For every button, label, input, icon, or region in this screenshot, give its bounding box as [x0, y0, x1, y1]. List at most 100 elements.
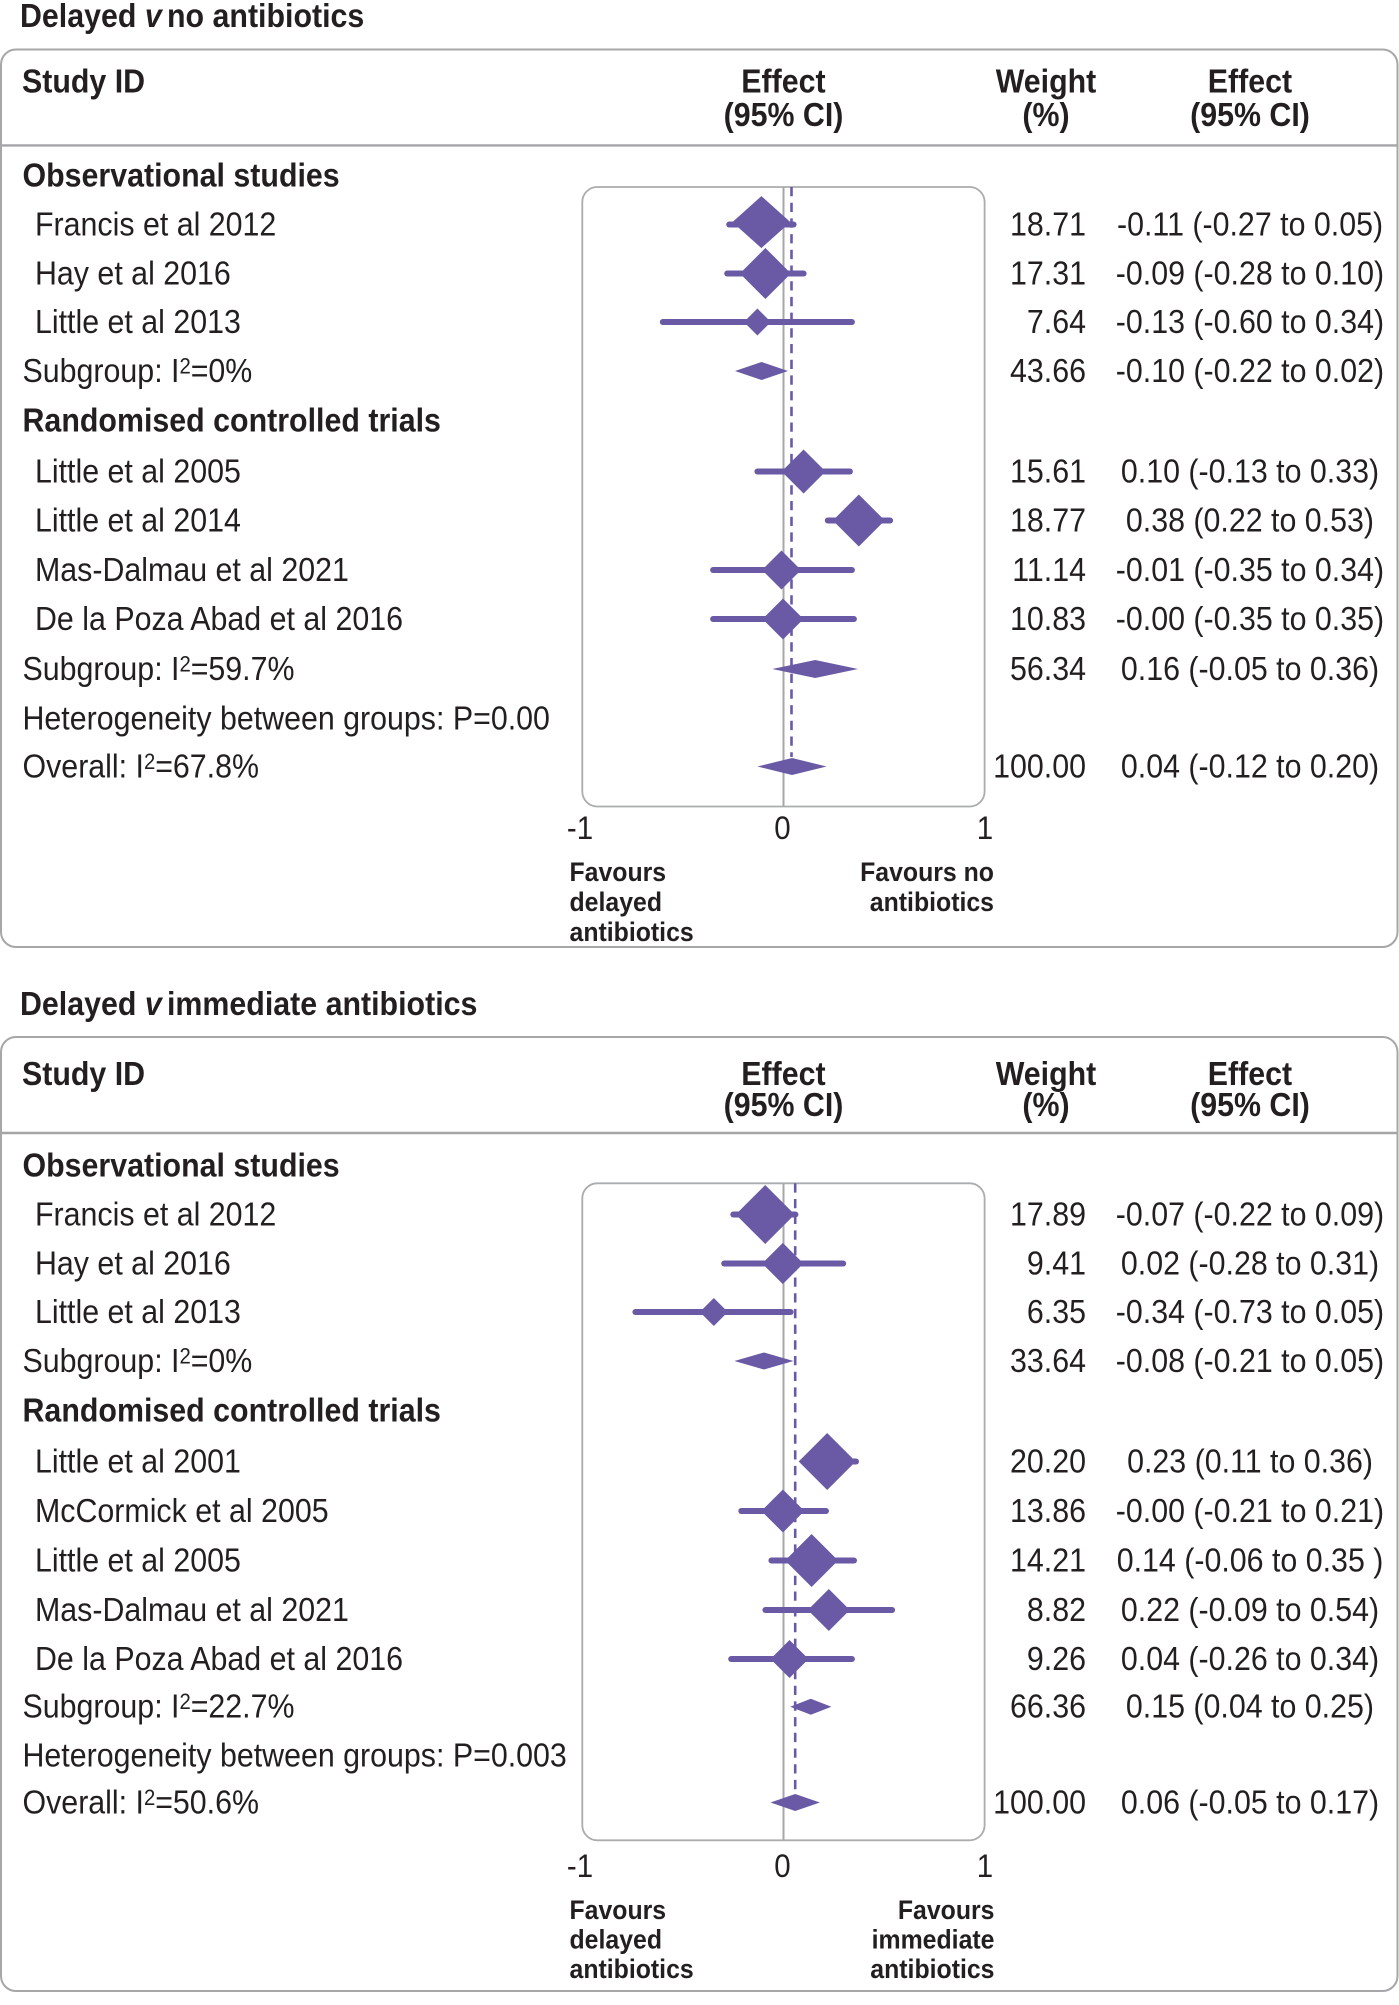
svg-text:8.82: 8.82 — [1027, 1591, 1086, 1628]
svg-text:2: 2 — [180, 651, 191, 676]
svg-text:Study ID: Study ID — [22, 63, 145, 100]
svg-text:=22.7%: =22.7% — [191, 1688, 295, 1725]
svg-text:Overall: I: Overall: I — [23, 748, 145, 785]
svg-text:immediate: immediate — [872, 1925, 995, 1955]
svg-text:Study ID: Study ID — [22, 1055, 145, 1092]
svg-text:(95% CI): (95% CI) — [1190, 96, 1310, 133]
svg-text:Hay et al 2016: Hay et al 2016 — [35, 255, 231, 292]
svg-text:antibiotics: antibiotics — [570, 917, 694, 947]
svg-text:Little et al 2005: Little et al 2005 — [35, 1542, 241, 1579]
svg-text:antibiotics: antibiotics — [870, 1954, 994, 1984]
svg-text:-0.13 (-0.60 to 0.34): -0.13 (-0.60 to 0.34) — [1116, 303, 1384, 340]
svg-text:0.10 (-0.13 to 0.33): 0.10 (-0.13 to 0.33) — [1121, 453, 1379, 490]
svg-text:9.26: 9.26 — [1027, 1640, 1086, 1677]
svg-text:17.89: 17.89 — [1010, 1196, 1086, 1233]
svg-text:Effect: Effect — [1208, 63, 1292, 100]
svg-text:6.35: 6.35 — [1027, 1293, 1086, 1330]
svg-text:1: 1 — [977, 1848, 993, 1884]
svg-text:Weight: Weight — [996, 1055, 1097, 1092]
svg-text:Favours: Favours — [570, 857, 667, 887]
svg-text:Mas-Dalmau et al 2021: Mas-Dalmau et al 2021 — [35, 1591, 349, 1628]
svg-text:(%): (%) — [1022, 1086, 1069, 1123]
svg-text:=50.6%: =50.6% — [155, 1784, 259, 1821]
svg-text:0.22 (-0.09 to 0.54): 0.22 (-0.09 to 0.54) — [1121, 1591, 1379, 1628]
svg-text:1: 1 — [977, 810, 993, 846]
svg-text:McCormick et al 2005: McCormick et al 2005 — [35, 1492, 329, 1529]
svg-text:Observational studies: Observational studies — [23, 157, 340, 194]
svg-text:Subgroup: I: Subgroup: I — [23, 650, 180, 687]
svg-text:Overall: I: Overall: I — [23, 1784, 145, 1821]
svg-text:Heterogeneity between groups:: Heterogeneity between groups: P=0.00 — [23, 700, 550, 737]
svg-text:Little et al 2014: Little et al 2014 — [35, 502, 241, 539]
svg-text:Heterogeneity between groups:: Heterogeneity between groups: P=0.003 — [23, 1737, 567, 1774]
svg-text:Favours no: Favours no — [860, 857, 994, 887]
svg-text:Observational studies: Observational studies — [23, 1147, 340, 1184]
svg-text:=0%: =0% — [191, 352, 253, 389]
svg-text:15.61: 15.61 — [1010, 453, 1086, 490]
svg-text:56.34: 56.34 — [1010, 650, 1086, 687]
svg-text:11.14: 11.14 — [1012, 551, 1086, 588]
svg-text:17.31: 17.31 — [1010, 255, 1086, 292]
svg-text:Favours: Favours — [570, 1895, 667, 1925]
svg-text:0: 0 — [774, 1848, 790, 1884]
svg-text:=0%: =0% — [191, 1342, 253, 1379]
svg-text:De la Poza Abad et al 2016: De la Poza Abad et al 2016 — [35, 600, 403, 637]
svg-text:0.14 (-0.06 to 0.35 ): 0.14 (-0.06 to 0.35 ) — [1117, 1542, 1384, 1579]
svg-text:0.23 (0.11 to 0.36): 0.23 (0.11 to 0.36) — [1127, 1443, 1373, 1480]
svg-text:Randomised controlled trials: Randomised controlled trials — [23, 401, 441, 438]
svg-text:=67.8%: =67.8% — [155, 748, 259, 785]
svg-text:100.00: 100.00 — [993, 748, 1086, 785]
svg-text:0.16 (-0.05 to 0.36): 0.16 (-0.05 to 0.36) — [1121, 650, 1379, 687]
svg-text:2: 2 — [180, 1343, 191, 1368]
svg-text:Effect: Effect — [741, 1055, 825, 1092]
svg-text:Effect: Effect — [1208, 1055, 1292, 1092]
svg-text:7.64: 7.64 — [1027, 303, 1086, 340]
svg-text:Little et al 2001: Little et al 2001 — [35, 1443, 241, 1480]
svg-text:2: 2 — [180, 353, 191, 378]
svg-text:v: v — [145, 985, 163, 1022]
svg-text:10.83: 10.83 — [1010, 600, 1086, 637]
svg-text:Little et al 2013: Little et al 2013 — [35, 303, 241, 340]
svg-text:-0.10 (-0.22 to 0.02): -0.10 (-0.22 to 0.02) — [1116, 352, 1384, 389]
svg-text:delayed: delayed — [570, 1925, 663, 1955]
svg-text:-0.09 (-0.28 to 0.10): -0.09 (-0.28 to 0.10) — [1116, 255, 1384, 292]
svg-text:0: 0 — [774, 810, 790, 846]
svg-text:2: 2 — [144, 749, 155, 774]
svg-text:(95% CI): (95% CI) — [724, 96, 844, 133]
svg-text:De la Poza Abad et al 2016: De la Poza Abad et al 2016 — [35, 1640, 403, 1677]
svg-text:Weight: Weight — [996, 63, 1097, 100]
svg-text:Effect: Effect — [741, 63, 825, 100]
svg-text:-0.34 (-0.73 to 0.05): -0.34 (-0.73 to 0.05) — [1116, 1293, 1384, 1330]
svg-text:0.15 (0.04 to 0.25): 0.15 (0.04 to 0.25) — [1126, 1688, 1374, 1725]
svg-text:(95% CI): (95% CI) — [724, 1086, 844, 1123]
svg-text:18.71: 18.71 — [1010, 206, 1086, 243]
svg-text:33.64: 33.64 — [1010, 1342, 1086, 1379]
svg-text:delayed: delayed — [570, 887, 663, 917]
svg-text:-0.07 (-0.22 to 0.09): -0.07 (-0.22 to 0.09) — [1116, 1196, 1384, 1233]
svg-text:13.86: 13.86 — [1010, 1492, 1086, 1529]
svg-text:0.06 (-0.05 to 0.17): 0.06 (-0.05 to 0.17) — [1121, 1784, 1379, 1821]
svg-text:0.04 (-0.12 to 0.20): 0.04 (-0.12 to 0.20) — [1121, 748, 1379, 785]
svg-text:0.02 (-0.28 to 0.31): 0.02 (-0.28 to 0.31) — [1121, 1245, 1379, 1282]
svg-text:Hay et al 2016: Hay et al 2016 — [35, 1245, 231, 1282]
svg-text:0.04 (-0.26 to 0.34): 0.04 (-0.26 to 0.34) — [1121, 1640, 1379, 1677]
svg-text:-0.00 (-0.21 to 0.21): -0.00 (-0.21 to 0.21) — [1116, 1492, 1384, 1529]
svg-text:no antibiotics: no antibiotics — [167, 0, 364, 34]
svg-text:v: v — [145, 0, 163, 34]
svg-text:66.36: 66.36 — [1010, 1688, 1086, 1725]
svg-text:Little et al 2013: Little et al 2013 — [35, 1293, 241, 1330]
svg-text:-0.01 (-0.35 to 0.34): -0.01 (-0.35 to 0.34) — [1116, 551, 1384, 588]
svg-text:2: 2 — [144, 1785, 155, 1810]
svg-text:20.20: 20.20 — [1010, 1443, 1086, 1480]
svg-text:-0.11 (-0.27 to 0.05): -0.11 (-0.27 to 0.05) — [1117, 206, 1383, 243]
svg-text:Randomised controlled trials: Randomised controlled trials — [23, 1391, 441, 1428]
svg-text:-1: -1 — [567, 1848, 593, 1884]
svg-text:-0.00 (-0.35 to 0.35): -0.00 (-0.35 to 0.35) — [1116, 600, 1384, 637]
svg-text:Delayed: Delayed — [20, 985, 136, 1022]
svg-text:=59.7%: =59.7% — [191, 650, 295, 687]
svg-text:100.00: 100.00 — [993, 1784, 1086, 1821]
svg-text:Subgroup: I: Subgroup: I — [23, 352, 180, 389]
svg-text:14.21: 14.21 — [1010, 1542, 1086, 1579]
svg-text:immediate antibiotics: immediate antibiotics — [167, 985, 477, 1022]
svg-text:2: 2 — [180, 1689, 191, 1714]
